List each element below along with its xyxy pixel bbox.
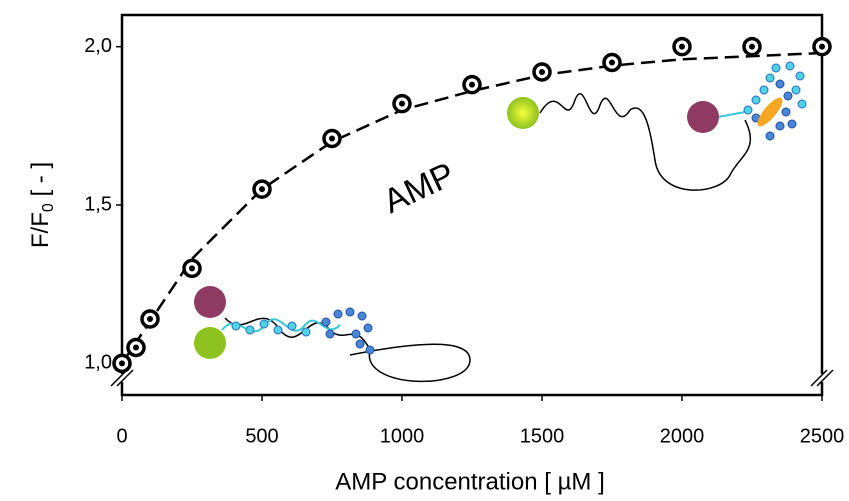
marker-dot xyxy=(329,135,335,142)
data-point xyxy=(126,337,146,358)
data-point xyxy=(532,62,552,82)
x-axis-label: AMP concentration [ µM ] xyxy=(335,468,605,495)
axis-break xyxy=(116,369,134,387)
marker-dot xyxy=(399,100,405,107)
data-point xyxy=(742,36,762,57)
data-point xyxy=(392,93,412,114)
marker-dot xyxy=(259,186,265,193)
data-point xyxy=(252,179,272,199)
y-tick-label: 1,5 xyxy=(84,193,112,215)
y-label-main: F/F xyxy=(27,212,54,248)
x-tick-label: 2500 xyxy=(800,425,845,447)
x-tick-label: 500 xyxy=(245,425,278,447)
data-point xyxy=(112,353,132,374)
x-tick-label: 0 xyxy=(116,425,127,447)
marker-dot xyxy=(749,43,755,50)
marker-dot xyxy=(539,69,545,75)
x-tick-label: 1000 xyxy=(380,425,425,447)
x-tick-label: 1500 xyxy=(520,425,565,447)
marker-dot xyxy=(819,43,825,50)
marker-dot xyxy=(469,81,475,88)
illustration-right xyxy=(507,61,807,191)
y-tick-label: 1,0 xyxy=(84,352,112,374)
data-point xyxy=(182,258,202,279)
data-point xyxy=(672,36,692,57)
data-point xyxy=(462,74,482,95)
x-tick-label: 2000 xyxy=(660,425,705,447)
y-axis-label: F/F0 [ - ] xyxy=(27,162,57,248)
axis-break-gap xyxy=(116,374,128,382)
annotation: AMP xyxy=(378,155,461,221)
axis-break xyxy=(810,369,828,387)
axis-break-gap xyxy=(816,374,828,382)
data-point xyxy=(140,309,160,329)
data-point xyxy=(322,128,342,149)
y-tick-label: 2,0 xyxy=(84,35,112,57)
marker-dot xyxy=(609,59,615,66)
marker-dot xyxy=(679,43,685,50)
illustration-left xyxy=(194,286,471,383)
data-point xyxy=(812,36,832,57)
y-label-subscript: 0 xyxy=(40,203,57,212)
fit-line xyxy=(120,51,823,365)
data-point xyxy=(602,52,622,73)
plot-frame xyxy=(120,13,824,397)
axis-break xyxy=(816,369,834,387)
y-label-suffix: [ - ] xyxy=(27,162,54,203)
marker-dot xyxy=(147,316,153,322)
marker-dot xyxy=(119,360,125,367)
marker-dot xyxy=(133,344,139,351)
marker-dot xyxy=(189,265,195,272)
